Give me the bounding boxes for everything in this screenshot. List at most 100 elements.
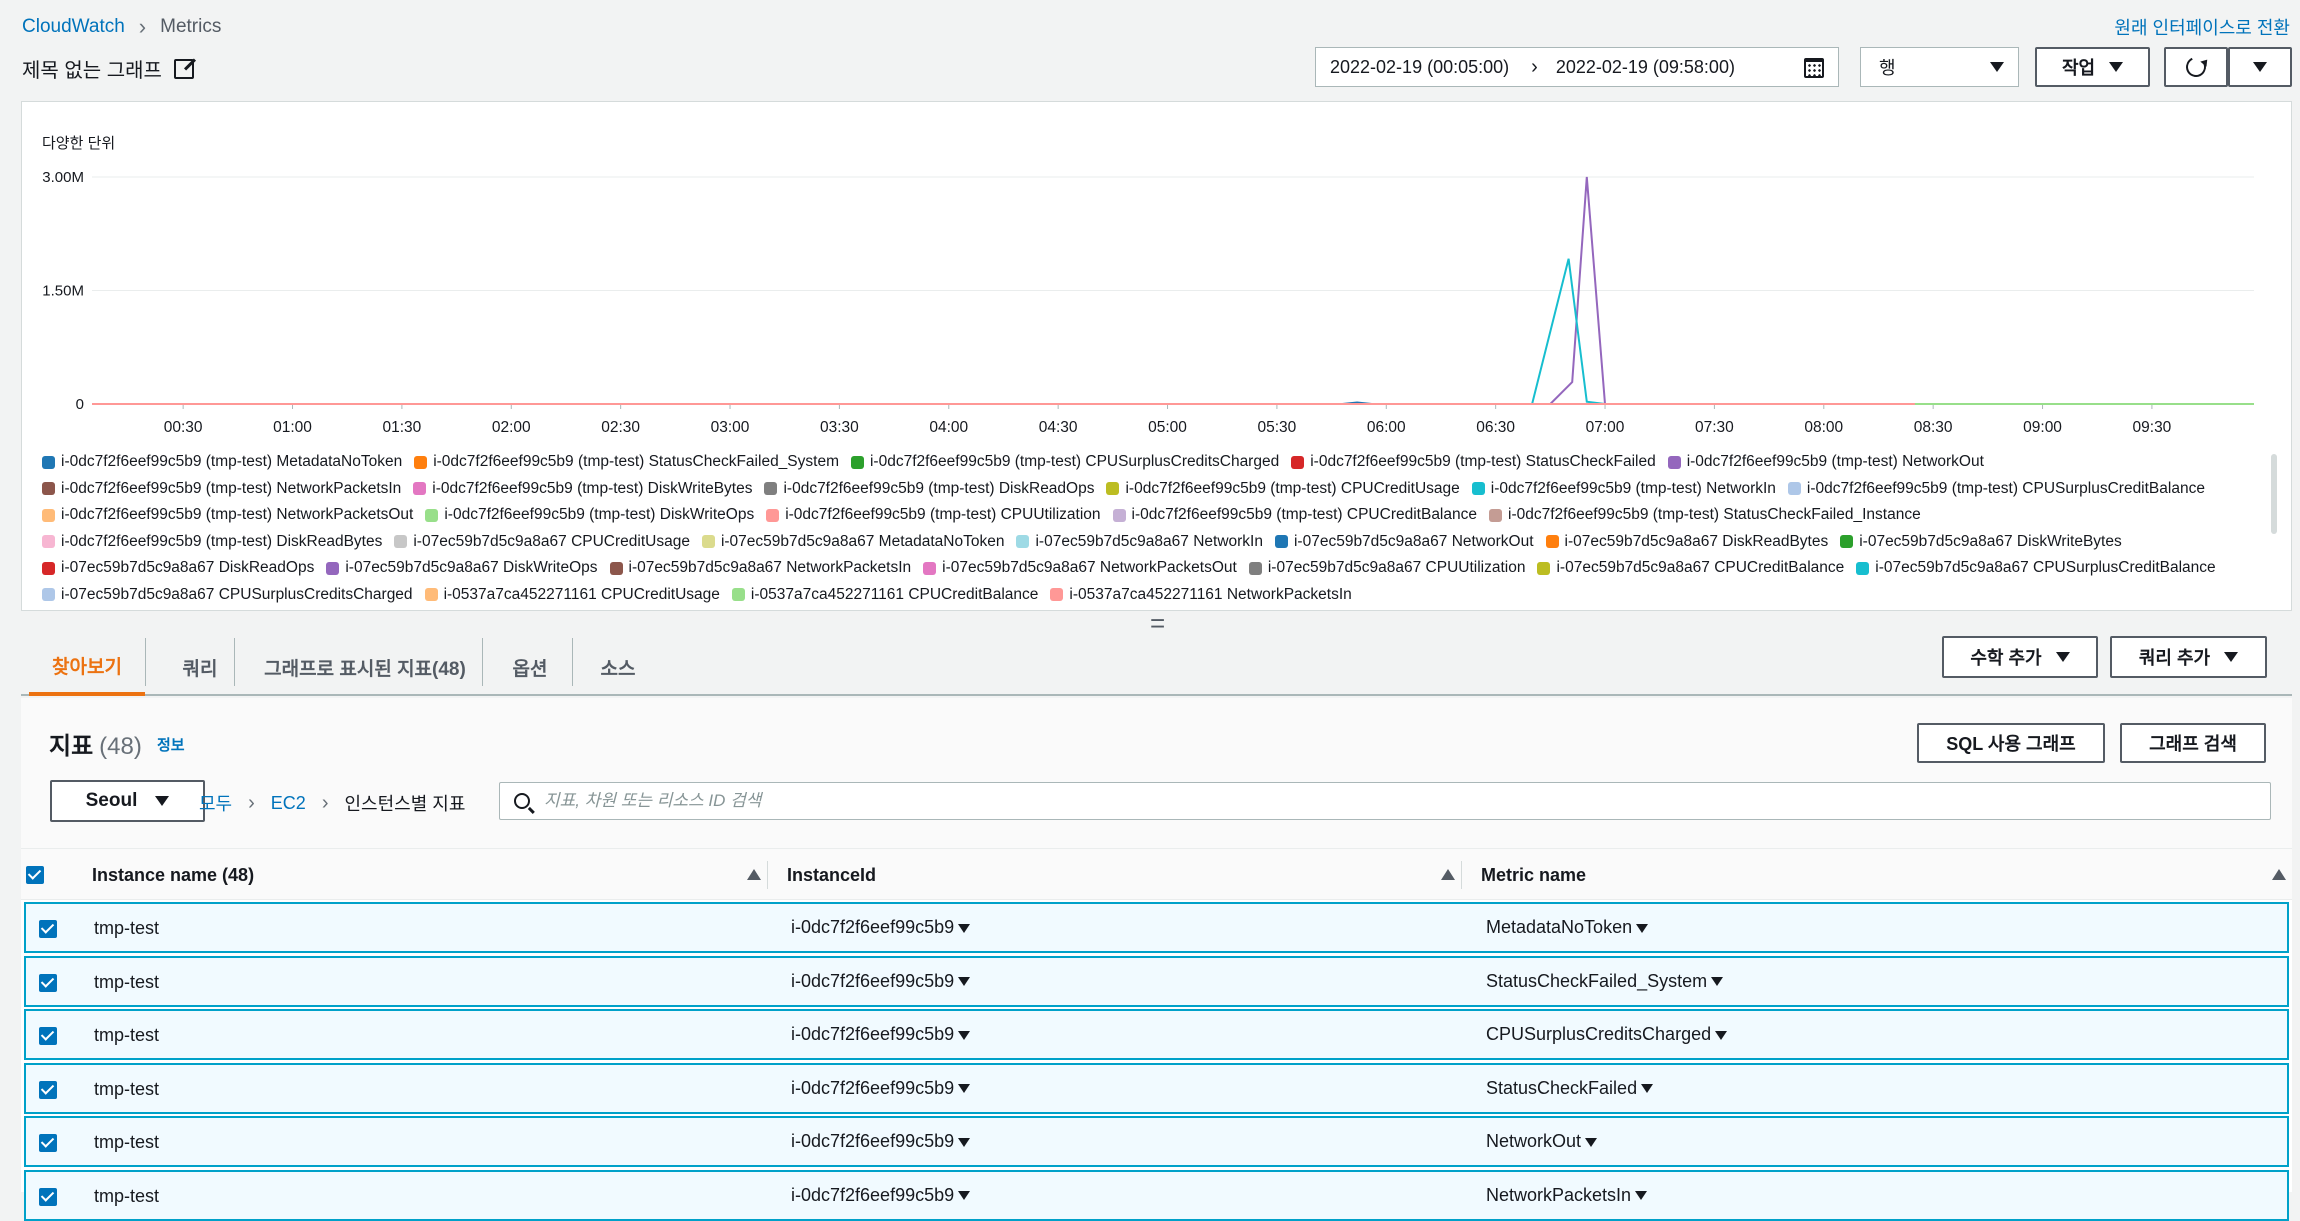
legend-item[interactable]: i-0dc7f2f6eef99c5b9 (tmp-test) DiskWrite… [425,503,754,527]
dropdown-caret-icon[interactable] [958,923,971,933]
legend-item[interactable]: i-0dc7f2f6eef99c5b9 (tmp-test) MetadataN… [42,450,402,474]
legend-label: i-0dc7f2f6eef99c5b9 (tmp-test) NetworkPa… [61,479,402,497]
calendar-icon[interactable] [1804,58,1824,78]
legend-item[interactable]: i-07ec59b7d5c9a8a67 DiskWriteBytes [1840,530,2122,554]
legend-item[interactable]: i-07ec59b7d5c9a8a67 CPUUtilization [1248,556,1525,580]
metric-search-box[interactable] [499,782,2271,820]
dropdown-caret-icon[interactable] [1585,1137,1598,1147]
table-row[interactable]: tmp-test i-0dc7f2f6eef99c5b9 StatusCheckFa… [24,1062,2289,1114]
legend-item[interactable]: i-0dc7f2f6eef99c5b9 (tmp-test) NetworkIn [1471,477,1776,501]
legend-item[interactable]: i-07ec59b7d5c9a8a67 NetworkPacketsOut [923,556,1237,580]
legend-item[interactable]: i-0dc7f2f6eef99c5b9 (tmp-test) StatusChe… [1291,450,1656,474]
row-checkbox[interactable] [39,1187,57,1206]
column-instance-id[interactable]: InstanceId [787,865,877,885]
legend-item[interactable]: i-0dc7f2f6eef99c5b9 (tmp-test) NetworkPa… [42,477,401,501]
legend-item[interactable]: i-07ec59b7d5c9a8a67 CPUSurplusCreditBala… [1856,556,2216,580]
refresh-button[interactable] [2164,47,2228,87]
sort-up-icon[interactable] [747,869,761,880]
tab-source[interactable]: 소스 [600,658,636,680]
sql-graph-button[interactable]: SQL 사용 그래프 [1917,723,2105,763]
column-instance-name[interactable]: Instance name (48) [92,865,255,885]
legend-item[interactable]: i-0dc7f2f6eef99c5b9 (tmp-test) CPUCredit… [1106,477,1460,501]
metric-name-cell: NetworkPacketsIn [1486,1185,1648,1206]
metric-name-text: MetadataNoToken [1486,917,1633,937]
info-link[interactable]: 정보 [157,737,185,754]
legend-item[interactable]: i-0dc7f2f6eef99c5b9 (tmp-test) StatusChe… [414,450,839,474]
dropdown-caret-icon[interactable] [958,1030,971,1040]
legend-item[interactable]: i-0dc7f2f6eef99c5b9 (tmp-test) NetworkOu… [1667,450,1984,474]
tab-browse[interactable]: 찾아보기 [29,638,145,696]
dropdown-caret-icon[interactable] [958,977,971,987]
legend-swatch [1537,561,1551,575]
row-checkbox[interactable] [39,1027,57,1045]
date-range-picker[interactable]: 2022-02-19 (00:05:00) › 2022-02-19 (09:5… [1315,47,1839,87]
legend-item[interactable]: i-07ec59b7d5c9a8a67 DiskWriteOps [326,556,598,580]
resize-handle-icon[interactable]: = [1150,608,1166,638]
table-row[interactable]: tmp-test i-0dc7f2f6eef99c5b9 NetworkPacket… [24,1169,2289,1221]
table-row[interactable]: tmp-test i-0dc7f2f6eef99c5b9 NetworkOut [24,1116,2289,1167]
row-checkbox[interactable] [39,973,57,992]
legend-item[interactable]: i-0537a7ca452271161 CPUCreditUsage [424,583,720,607]
crumb-ec2-link[interactable]: EC2 [270,792,306,813]
row-checkbox[interactable] [39,1080,57,1099]
actions-button[interactable]: 작업 [2035,47,2150,87]
instance-id-cell: i-0dc7f2f6eef99c5b9 [791,1078,971,1099]
graph-search-button[interactable]: 그래프 검색 [2120,723,2266,763]
metrics-title: 지표 (48) [49,726,142,761]
dropdown-caret-icon[interactable] [958,1137,971,1147]
tab-graphed-metrics[interactable]: 그래프로 표시된 지표(48) [264,658,466,680]
legend-item[interactable]: i-07ec59b7d5c9a8a67 DiskReadBytes [1545,530,1829,554]
legend-item[interactable]: i-07ec59b7d5c9a8a67 NetworkOut [1274,530,1534,554]
view-type-value: 행 [1879,58,1896,78]
row-checkbox[interactable] [39,920,57,938]
table-row[interactable]: tmp-test i-0dc7f2f6eef99c5b9 CPUSurplusCre… [24,1009,2289,1060]
edit-icon[interactable] [173,58,194,79]
legend-item[interactable]: i-0dc7f2f6eef99c5b9 (tmp-test) DiskReadO… [764,477,1094,501]
legend-item[interactable]: i-0dc7f2f6eef99c5b9 (tmp-test) CPUSurplu… [1787,477,2205,501]
legend-item[interactable]: i-0dc7f2f6eef99c5b9 (tmp-test) StatusChe… [1489,503,1921,527]
breadcrumb-cloudwatch-link[interactable]: CloudWatch [22,16,125,37]
legend-item[interactable]: i-07ec59b7d5c9a8a67 NetworkPacketsIn [609,556,911,580]
dropdown-caret-icon[interactable] [1636,923,1649,933]
crumb-all-link[interactable]: 모두 [199,794,233,814]
legend-item[interactable]: i-0dc7f2f6eef99c5b9 (tmp-test) DiskWrite… [413,477,752,501]
sort-up-icon[interactable] [2272,869,2286,880]
switch-interface-link[interactable]: 원래 인터페이스로 전환 [2114,18,2290,38]
legend-item[interactable]: i-0537a7ca452271161 NetworkPacketsIn [1050,583,1352,607]
legend-item[interactable]: i-07ec59b7d5c9a8a67 MetadataNoToken [701,530,1004,554]
legend-item[interactable]: i-0dc7f2f6eef99c5b9 (tmp-test) CPUSurplu… [850,450,1279,474]
column-metric-name[interactable]: Metric name [1481,865,1587,885]
legend-item[interactable]: i-0dc7f2f6eef99c5b9 (tmp-test) CPUCredit… [1112,503,1477,527]
legend-scrollbar[interactable] [2271,454,2277,534]
refresh-options-button[interactable] [2228,47,2292,87]
dropdown-caret-icon[interactable] [958,1084,971,1094]
legend-item[interactable]: i-07ec59b7d5c9a8a67 NetworkIn [1016,530,1263,554]
dropdown-caret-icon[interactable] [1641,1084,1654,1094]
legend-item[interactable]: i-07ec59b7d5c9a8a67 CPUSurplusCreditsCha… [42,583,413,607]
row-checkbox[interactable] [39,1134,57,1152]
tab-query[interactable]: 쿼리 [182,658,218,680]
table-row[interactable]: tmp-test i-0dc7f2f6eef99c5b9 StatusCheckFa… [24,955,2289,1007]
sort-up-icon[interactable] [1441,869,1455,880]
add-math-button[interactable]: 수학 추가 [1942,636,2098,678]
dropdown-caret-icon[interactable] [958,1191,971,1201]
legend-label: i-07ec59b7d5c9a8a67 DiskReadBytes [1564,532,1829,550]
add-query-button[interactable]: 쿼리 추가 [2110,636,2267,678]
legend-item[interactable]: i-0dc7f2f6eef99c5b9 (tmp-test) CPUUtiliz… [766,503,1101,527]
legend-item[interactable]: i-0dc7f2f6eef99c5b9 (tmp-test) NetworkPa… [42,503,413,527]
select-all-checkbox[interactable] [26,866,44,884]
view-type-select[interactable]: 행 [1860,47,2019,87]
legend-item[interactable]: i-07ec59b7d5c9a8a67 CPUCreditBalance [1537,556,1844,580]
dropdown-caret-icon[interactable] [1635,1191,1648,1201]
metric-search-input[interactable] [544,791,2144,811]
dropdown-caret-icon[interactable] [1715,1030,1728,1040]
legend-item[interactable]: i-07ec59b7d5c9a8a67 CPUCreditUsage [394,530,690,554]
legend-item[interactable]: i-07ec59b7d5c9a8a67 DiskReadOps [42,556,314,580]
tab-options[interactable]: 옵션 [512,658,548,680]
region-select[interactable]: Seoul [50,780,205,822]
metric-name-text: NetworkOut [1486,1131,1582,1151]
dropdown-caret-icon[interactable] [1711,977,1724,987]
legend-item[interactable]: i-0537a7ca452271161 CPUCreditBalance [731,583,1038,607]
legend-item[interactable]: i-0dc7f2f6eef99c5b9 (tmp-test) DiskReadB… [42,530,382,554]
table-row[interactable]: tmp-test i-0dc7f2f6eef99c5b9 MetadataNoTok… [24,902,2289,953]
